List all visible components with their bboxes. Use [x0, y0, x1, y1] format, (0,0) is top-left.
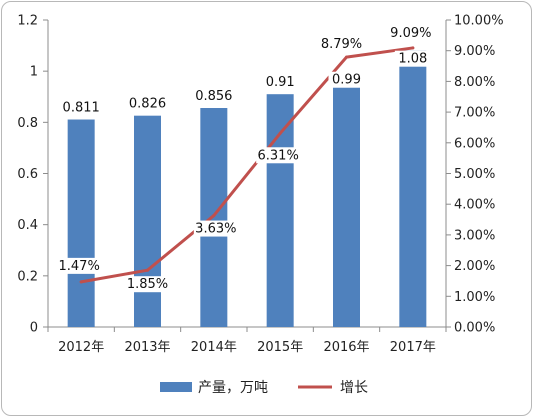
- bar-2: [134, 115, 161, 327]
- bar-label-bg: [262, 74, 299, 91]
- left-axis-tick-label: 1.2: [17, 14, 38, 29]
- bar-label-bg: [394, 50, 431, 67]
- bar-value-label: 0.856: [195, 89, 232, 104]
- right-axis-tick-label: 4.00%: [454, 198, 495, 213]
- bar-label-bg: [59, 99, 104, 116]
- bar-value-label: 0.99: [332, 73, 361, 88]
- right-axis-tick-label: 6.00%: [454, 136, 495, 151]
- line-label-bg: [319, 36, 364, 53]
- growth-point-4: [278, 131, 282, 135]
- growth-point-5: [345, 55, 348, 59]
- right-axis-tick-label: 2.00%: [454, 259, 495, 274]
- bar-4: [266, 94, 294, 327]
- right-axis-tick-label: 7.00%: [454, 106, 495, 121]
- legend-line-label: 增长: [340, 380, 368, 396]
- right-axis-tick-label: 9.00%: [454, 44, 495, 59]
- line-label-bg: [256, 147, 301, 164]
- growth-point-2: [146, 268, 149, 272]
- growth-value-label: 3.63%: [195, 222, 236, 237]
- bar-value-label: 1.08: [398, 52, 427, 67]
- line-label-bg: [193, 220, 238, 237]
- left-axis-tick-label: 0.6: [17, 167, 38, 182]
- left-axis-tick-label: 1: [30, 65, 38, 80]
- bar-6: [399, 50, 427, 327]
- x-axis-tick-label: 2017年: [390, 340, 436, 355]
- right-axis-tick-label: 5.00%: [454, 167, 495, 182]
- line-label-bg: [125, 276, 170, 293]
- x-axis-tick-label: 2013年: [124, 340, 170, 355]
- left-axis-tick-label: 0: [30, 321, 38, 336]
- x-axis-tick-label: 2015年: [257, 340, 303, 355]
- left-axis-tick-label: 0.2: [17, 269, 38, 284]
- growth-value-label: 8.79%: [321, 37, 362, 52]
- x-axis-tick-label: 2016年: [323, 340, 369, 355]
- growth-point-1: [79, 280, 83, 284]
- bar-3: [200, 108, 228, 327]
- growth-value-label: 1.47%: [59, 259, 100, 274]
- legend-bar-swatch: [160, 382, 192, 392]
- line-label-bg: [57, 257, 102, 274]
- growth-value-label: 9.09%: [390, 26, 431, 41]
- bar-label-bg: [191, 88, 236, 105]
- legend-bar-label: 产量，万吨: [198, 380, 268, 396]
- bar-value-label: 0.91: [266, 75, 295, 90]
- bar-value-label: 0.826: [129, 97, 166, 112]
- growth-value-label: 1.85%: [127, 277, 168, 292]
- x-axis-tick-label: 2014年: [191, 340, 237, 355]
- left-axis-tick-label: 0.4: [17, 218, 38, 233]
- right-axis-tick-label: 1.00%: [454, 290, 495, 305]
- growth-point-3: [212, 214, 216, 218]
- growth-point-6: [411, 46, 415, 50]
- growth-line: [79, 46, 415, 284]
- bar-label-bg: [328, 71, 365, 88]
- right-axis-tick-label: 0.00%: [454, 321, 495, 336]
- growth-value-label: 6.31%: [258, 148, 299, 163]
- bar-1: [67, 119, 95, 327]
- bar-label-bg: [125, 95, 170, 112]
- x-axis-tick-label: 2012年: [58, 340, 104, 355]
- left-axis-tick-label: 0.8: [17, 116, 38, 131]
- right-axis-tick-label: 10.00%: [454, 14, 504, 29]
- bar-5: [333, 73, 360, 327]
- right-axis-tick-label: 3.00%: [454, 228, 495, 243]
- right-axis-tick-label: 8.00%: [454, 75, 495, 90]
- line-label-bg: [388, 24, 433, 41]
- bar-value-label: 0.811: [63, 101, 100, 116]
